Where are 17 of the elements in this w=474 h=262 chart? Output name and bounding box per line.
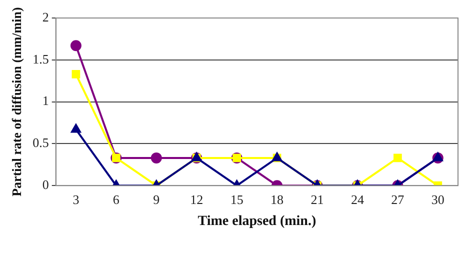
x-tick-label: 30 [431,192,444,207]
x-tick-label: 15 [230,192,244,207]
y-tick-label: 0 [42,177,49,192]
x-tick-label: 9 [153,192,160,207]
y-tick-label: 0.5 [32,135,49,150]
x-tick-label: 12 [190,192,204,207]
x-tick-label: 3 [72,192,80,207]
x-tick-label: 21 [310,192,324,207]
y-tick-label: 2 [42,9,49,24]
x-tick-label: 24 [350,192,364,207]
y-axis-title: Partial rate of diffusion (mm/min) [9,7,24,196]
x-tick-label: 6 [112,192,120,207]
x-tick-label: 18 [270,192,284,207]
y-tick-label: 1.5 [32,51,49,66]
x-tick-label: 27 [391,192,405,207]
x-axis-title: Time elapsed (min.) [198,214,316,230]
y-tick-label: 1 [42,93,49,108]
